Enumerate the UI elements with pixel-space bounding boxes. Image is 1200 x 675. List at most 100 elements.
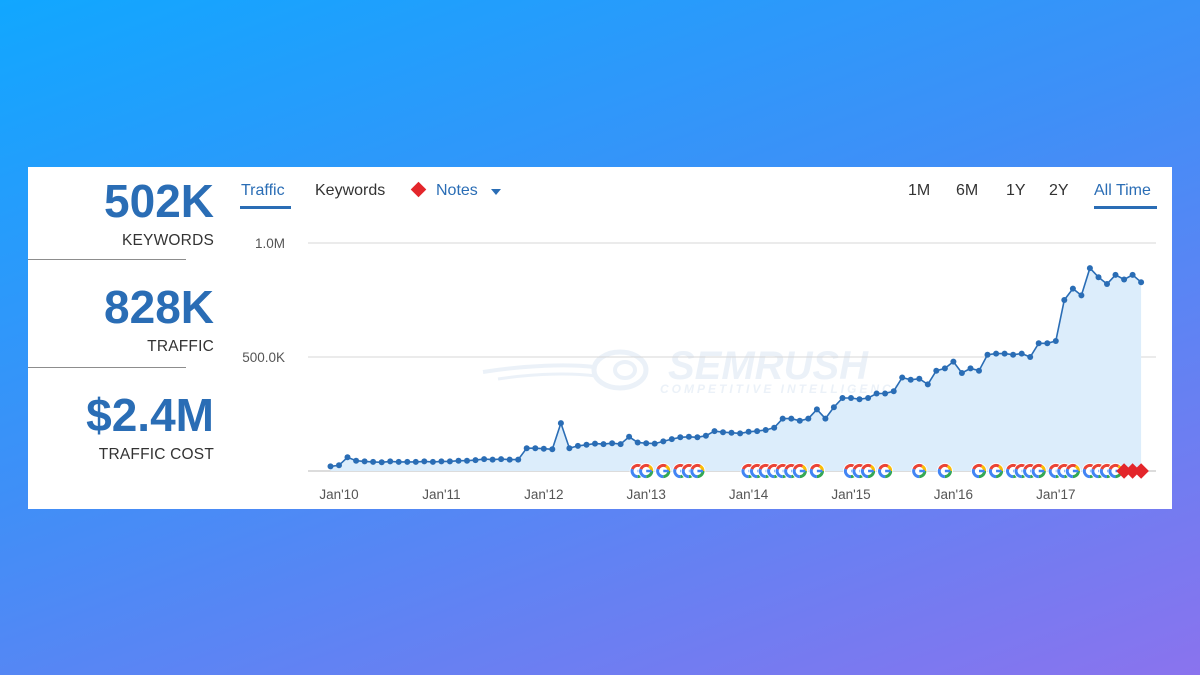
google-update-icon[interactable] [791, 463, 808, 479]
traffic-point[interactable] [702, 432, 709, 439]
traffic-point[interactable] [446, 458, 453, 465]
traffic-point[interactable] [873, 390, 880, 397]
traffic-point[interactable] [754, 428, 761, 435]
traffic-point[interactable] [941, 365, 948, 372]
traffic-point[interactable] [1129, 271, 1136, 278]
traffic-point[interactable] [643, 440, 650, 447]
traffic-point[interactable] [609, 440, 616, 447]
traffic-point[interactable] [361, 458, 368, 465]
traffic-point[interactable] [950, 358, 957, 365]
traffic-point[interactable] [745, 428, 752, 435]
traffic-point[interactable] [523, 445, 530, 452]
traffic-point[interactable] [720, 429, 726, 436]
google-update-icon[interactable] [638, 463, 655, 479]
traffic-point[interactable] [1027, 354, 1034, 360]
traffic-point[interactable] [412, 458, 419, 465]
traffic-point[interactable] [327, 463, 334, 470]
traffic-point[interactable] [762, 427, 769, 433]
period-6m-button[interactable]: 6M [956, 182, 979, 199]
traffic-point[interactable] [1086, 265, 1093, 272]
traffic-point[interactable] [779, 415, 786, 422]
traffic-point[interactable] [1121, 276, 1128, 283]
traffic-point[interactable] [378, 459, 385, 466]
traffic-point[interactable] [506, 456, 513, 463]
traffic-point[interactable] [933, 367, 940, 374]
traffic-point[interactable] [976, 367, 982, 374]
traffic-point[interactable] [421, 458, 428, 465]
traffic-point[interactable] [916, 375, 923, 382]
traffic-point[interactable] [395, 458, 402, 465]
traffic-point[interactable] [370, 458, 377, 465]
traffic-point[interactable] [498, 456, 505, 463]
traffic-point[interactable] [958, 370, 965, 376]
traffic-point[interactable] [1001, 350, 1008, 357]
google-update-icon[interactable] [877, 463, 894, 479]
traffic-point[interactable] [993, 350, 1000, 357]
traffic-point[interactable] [651, 440, 658, 447]
traffic-point[interactable] [805, 415, 812, 422]
traffic-point[interactable] [344, 454, 351, 461]
google-update-icon[interactable] [808, 463, 825, 479]
google-update-icon[interactable] [988, 463, 1005, 479]
note-diamond-icon[interactable] [1116, 463, 1132, 479]
traffic-point[interactable] [1061, 297, 1068, 303]
traffic-point[interactable] [899, 374, 906, 381]
traffic-point[interactable] [387, 458, 394, 465]
traffic-point[interactable] [865, 395, 872, 401]
traffic-point[interactable] [1069, 285, 1076, 292]
traffic-point[interactable] [984, 351, 991, 358]
period-1y-button[interactable]: 1Y [1006, 182, 1026, 199]
traffic-point[interactable] [592, 440, 598, 447]
traffic-point[interactable] [1138, 279, 1145, 286]
traffic-point[interactable] [1104, 281, 1110, 287]
traffic-point[interactable] [660, 438, 667, 445]
traffic-point[interactable] [583, 441, 590, 448]
traffic-point[interactable] [822, 415, 829, 422]
traffic-point[interactable] [882, 390, 889, 397]
traffic-point[interactable] [924, 381, 931, 388]
traffic-point[interactable] [677, 434, 684, 441]
period-2y-button[interactable]: 2Y [1049, 182, 1069, 199]
traffic-point[interactable] [771, 424, 778, 431]
traffic-point[interactable] [1095, 274, 1102, 281]
traffic-point[interactable] [737, 430, 744, 437]
tab-keywords[interactable]: Keywords [315, 182, 386, 199]
traffic-point[interactable] [711, 428, 718, 435]
traffic-point[interactable] [472, 457, 479, 464]
chevron-down-icon[interactable] [491, 189, 501, 195]
keywords-stat[interactable]: 502K KEYWORDS [28, 178, 214, 250]
traffic-point[interactable] [1044, 340, 1051, 347]
traffic-point[interactable] [532, 445, 539, 452]
traffic-point[interactable] [685, 433, 692, 440]
notes-dropdown[interactable]: Notes [436, 182, 478, 199]
traffic-point[interactable] [404, 458, 411, 465]
google-update-icon[interactable] [971, 463, 987, 479]
google-update-icon[interactable] [1030, 463, 1047, 479]
note-diamond-icon[interactable] [1133, 463, 1149, 479]
traffic-point[interactable] [1018, 350, 1025, 357]
traffic-stat[interactable]: 828K TRAFFIC [28, 284, 214, 356]
traffic-point[interactable] [566, 445, 573, 452]
traffic-point[interactable] [1112, 271, 1119, 278]
traffic-point[interactable] [429, 458, 436, 465]
traffic-point[interactable] [967, 365, 974, 372]
traffic-point[interactable] [464, 457, 470, 464]
traffic-point[interactable] [1035, 340, 1042, 347]
traffic-point[interactable] [515, 456, 522, 463]
tab-traffic[interactable]: Traffic [241, 182, 285, 199]
google-update-icon[interactable] [655, 463, 672, 479]
traffic-point[interactable] [600, 441, 607, 448]
traffic-point[interactable] [626, 433, 633, 440]
google-update-icon[interactable] [911, 463, 928, 479]
traffic-point[interactable] [1052, 338, 1059, 344]
traffic-point[interactable] [489, 456, 496, 463]
traffic-point[interactable] [796, 417, 803, 424]
traffic-point[interactable] [830, 404, 837, 411]
period-1m-button[interactable]: 1M [908, 182, 931, 199]
period-all-time-button[interactable]: All Time [1094, 182, 1151, 199]
traffic-point[interactable] [634, 439, 641, 446]
traffic-point[interactable] [617, 441, 624, 448]
traffic-point[interactable] [574, 442, 581, 449]
traffic-point[interactable] [856, 396, 863, 403]
traffic-point[interactable] [481, 456, 488, 463]
